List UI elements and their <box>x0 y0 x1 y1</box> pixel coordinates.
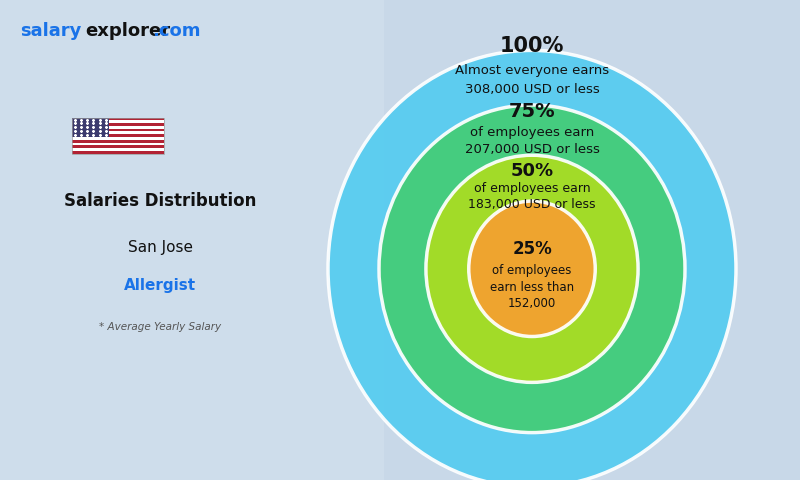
Ellipse shape <box>469 201 595 336</box>
Bar <box>72 145 164 148</box>
Ellipse shape <box>379 105 685 432</box>
Text: Salaries Distribution: Salaries Distribution <box>64 192 256 210</box>
Text: of employees earn: of employees earn <box>474 182 590 195</box>
Text: 75%: 75% <box>509 102 555 121</box>
FancyBboxPatch shape <box>0 0 384 480</box>
Bar <box>72 137 164 140</box>
Text: 25%: 25% <box>512 240 552 258</box>
Text: 152,000: 152,000 <box>508 297 556 310</box>
Bar <box>72 143 164 145</box>
Text: .com: .com <box>152 22 201 40</box>
Text: 100%: 100% <box>500 36 564 57</box>
Bar <box>72 134 164 137</box>
Ellipse shape <box>328 50 736 480</box>
Bar <box>72 148 164 151</box>
Bar <box>72 118 164 120</box>
Text: 183,000 USD or less: 183,000 USD or less <box>468 198 596 211</box>
Text: earn less than: earn less than <box>490 281 574 294</box>
Text: San Jose: San Jose <box>127 240 193 255</box>
Bar <box>72 129 164 132</box>
Text: of employees earn: of employees earn <box>470 126 594 139</box>
Text: Allergist: Allergist <box>124 278 196 293</box>
Bar <box>72 140 164 143</box>
Text: 50%: 50% <box>510 162 554 180</box>
Bar <box>72 118 109 137</box>
Bar <box>72 126 164 129</box>
Text: salary: salary <box>20 22 82 40</box>
Bar <box>72 132 164 134</box>
Ellipse shape <box>426 155 638 383</box>
Text: explorer: explorer <box>86 22 170 40</box>
Bar <box>72 123 164 126</box>
Bar <box>72 120 164 123</box>
Bar <box>72 151 164 154</box>
Text: 207,000 USD or less: 207,000 USD or less <box>465 143 599 156</box>
Text: 308,000 USD or less: 308,000 USD or less <box>465 83 599 96</box>
Text: Almost everyone earns: Almost everyone earns <box>455 64 609 77</box>
Bar <box>72 118 164 154</box>
Text: * Average Yearly Salary: * Average Yearly Salary <box>99 322 221 332</box>
Text: of employees: of employees <box>492 264 572 277</box>
